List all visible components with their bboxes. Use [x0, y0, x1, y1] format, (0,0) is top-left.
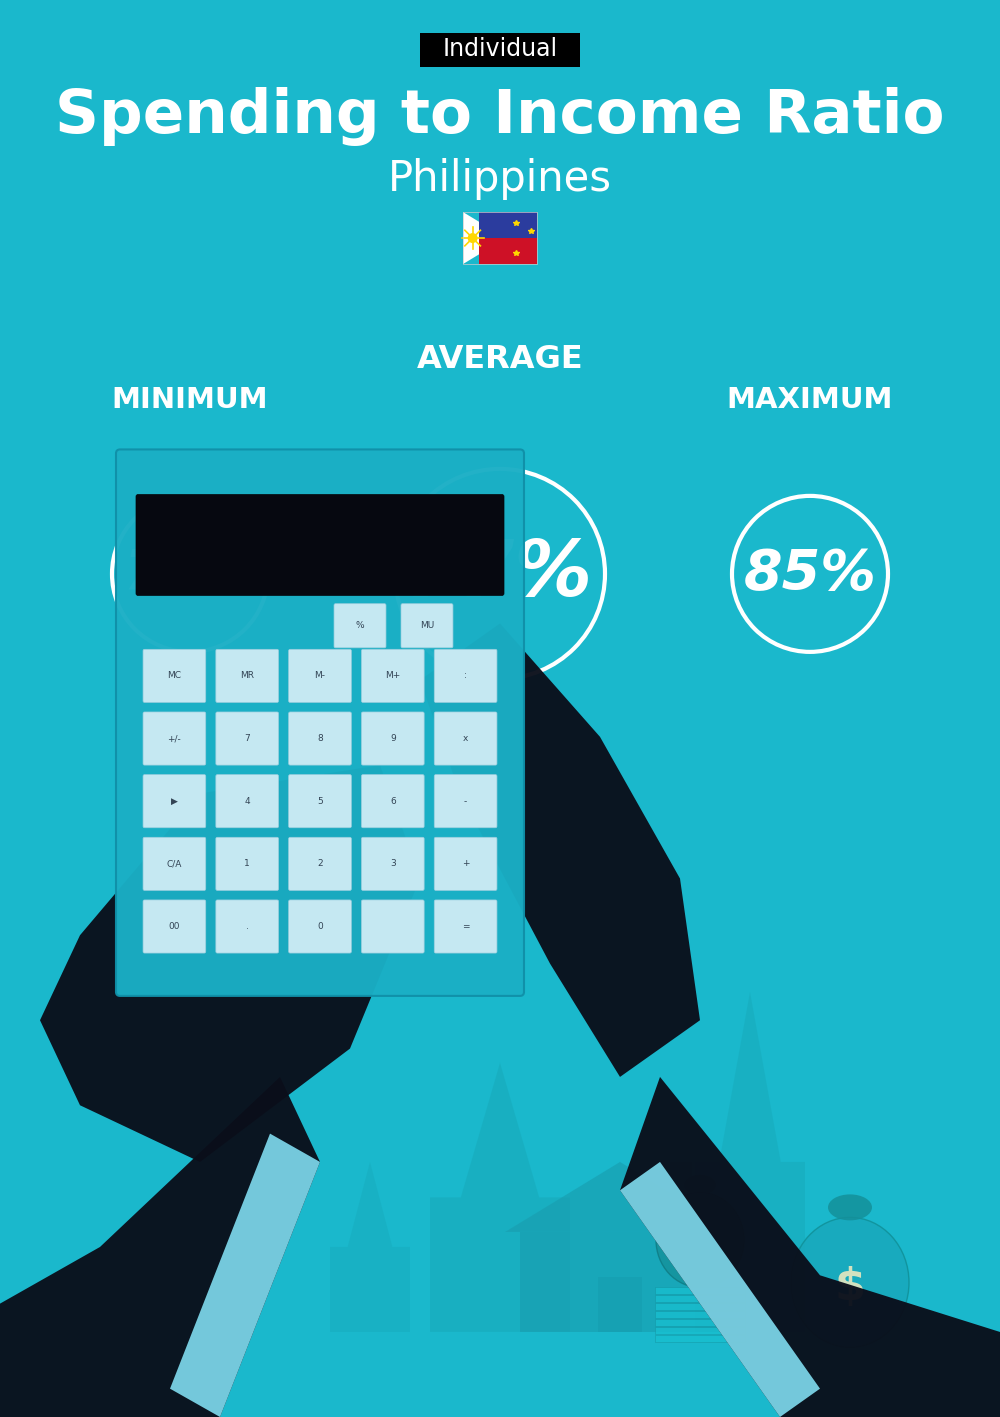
Polygon shape — [620, 1077, 1000, 1417]
Text: :: : — [464, 672, 467, 680]
Polygon shape — [170, 1134, 320, 1417]
FancyBboxPatch shape — [136, 495, 504, 595]
Text: 2: 2 — [317, 859, 323, 869]
FancyBboxPatch shape — [289, 711, 351, 765]
FancyBboxPatch shape — [289, 775, 351, 828]
Text: 4: 4 — [244, 796, 250, 806]
Text: MINIMUM: MINIMUM — [112, 385, 268, 414]
FancyBboxPatch shape — [520, 1231, 720, 1332]
Text: $: $ — [689, 1230, 711, 1260]
FancyBboxPatch shape — [216, 837, 279, 890]
Text: C/A: C/A — [167, 859, 182, 869]
FancyBboxPatch shape — [361, 711, 424, 765]
Text: 70%: 70% — [124, 547, 256, 601]
Text: 85%: 85% — [744, 547, 876, 601]
FancyBboxPatch shape — [289, 900, 351, 954]
FancyBboxPatch shape — [670, 1162, 692, 1212]
Text: AVERAGE: AVERAGE — [417, 344, 583, 376]
FancyBboxPatch shape — [434, 775, 497, 828]
Text: 3: 3 — [390, 859, 396, 869]
Polygon shape — [330, 1162, 410, 1332]
Polygon shape — [479, 238, 537, 264]
Text: MC: MC — [167, 672, 181, 680]
FancyBboxPatch shape — [655, 1326, 745, 1333]
Polygon shape — [695, 992, 805, 1332]
FancyBboxPatch shape — [361, 900, 424, 954]
FancyBboxPatch shape — [420, 33, 580, 67]
FancyBboxPatch shape — [434, 900, 497, 954]
Text: x: x — [463, 734, 468, 743]
Text: ▶: ▶ — [171, 796, 178, 806]
Text: Philippines: Philippines — [388, 157, 612, 200]
Text: .: . — [246, 922, 249, 931]
FancyBboxPatch shape — [143, 900, 206, 954]
FancyBboxPatch shape — [116, 449, 524, 996]
Ellipse shape — [791, 1217, 909, 1348]
Polygon shape — [0, 1077, 320, 1417]
FancyBboxPatch shape — [216, 900, 279, 954]
FancyBboxPatch shape — [655, 1319, 745, 1326]
FancyBboxPatch shape — [655, 1304, 745, 1309]
FancyBboxPatch shape — [216, 649, 279, 703]
Text: +/-: +/- — [168, 734, 181, 743]
FancyBboxPatch shape — [361, 837, 424, 890]
Text: -: - — [464, 796, 467, 806]
Text: Individual: Individual — [442, 37, 558, 61]
FancyBboxPatch shape — [401, 604, 453, 648]
Text: 1: 1 — [244, 859, 250, 869]
FancyBboxPatch shape — [143, 837, 206, 890]
Ellipse shape — [656, 1192, 744, 1288]
Text: 6: 6 — [390, 796, 396, 806]
Ellipse shape — [828, 1195, 872, 1220]
FancyBboxPatch shape — [598, 1277, 642, 1332]
Text: 8: 8 — [317, 734, 323, 743]
Text: %: % — [356, 621, 364, 631]
FancyBboxPatch shape — [289, 649, 351, 703]
FancyBboxPatch shape — [143, 775, 206, 828]
FancyBboxPatch shape — [216, 711, 279, 765]
Text: MR: MR — [240, 672, 254, 680]
FancyBboxPatch shape — [434, 649, 497, 703]
FancyBboxPatch shape — [655, 1335, 745, 1342]
Text: Spending to Income Ratio: Spending to Income Ratio — [55, 86, 945, 146]
FancyBboxPatch shape — [655, 1287, 745, 1294]
Text: MAXIMUM: MAXIMUM — [727, 385, 893, 414]
Text: 7: 7 — [244, 734, 250, 743]
FancyBboxPatch shape — [143, 711, 206, 765]
Polygon shape — [40, 765, 420, 1162]
Ellipse shape — [468, 232, 478, 244]
FancyBboxPatch shape — [143, 649, 206, 703]
Text: 0: 0 — [317, 922, 323, 931]
FancyBboxPatch shape — [289, 837, 351, 890]
Polygon shape — [430, 1063, 570, 1332]
Text: 9: 9 — [390, 734, 396, 743]
FancyBboxPatch shape — [434, 711, 497, 765]
Text: 00: 00 — [169, 922, 180, 931]
Text: $: $ — [834, 1265, 866, 1309]
FancyBboxPatch shape — [655, 1311, 745, 1318]
FancyBboxPatch shape — [334, 604, 386, 648]
Text: 77%: 77% — [407, 536, 593, 612]
Text: +: + — [462, 859, 469, 869]
FancyBboxPatch shape — [361, 775, 424, 828]
FancyBboxPatch shape — [361, 649, 424, 703]
Text: MU: MU — [420, 621, 434, 631]
FancyBboxPatch shape — [216, 775, 279, 828]
Text: M-: M- — [314, 672, 326, 680]
Polygon shape — [620, 1162, 820, 1417]
Text: 5: 5 — [317, 796, 323, 806]
Polygon shape — [479, 213, 537, 238]
FancyBboxPatch shape — [655, 1295, 745, 1302]
Text: M+: M+ — [385, 672, 400, 680]
Polygon shape — [505, 1162, 735, 1231]
FancyBboxPatch shape — [434, 837, 497, 890]
Polygon shape — [420, 623, 700, 1077]
Ellipse shape — [684, 1175, 716, 1195]
Polygon shape — [463, 213, 506, 264]
Text: =: = — [462, 922, 469, 931]
